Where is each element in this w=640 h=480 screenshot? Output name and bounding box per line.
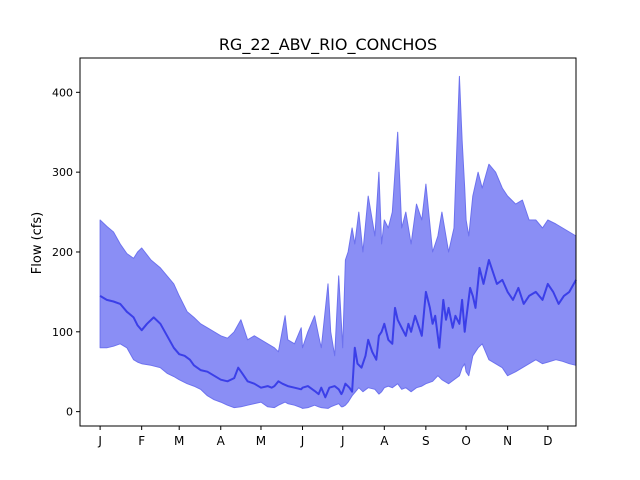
x-tick-label: J (97, 434, 102, 448)
axes: 0 100 200 300 400 J F M A M J J A S O N D (52, 86, 552, 448)
y-tick-label: 200 (52, 246, 73, 259)
x-tick-label: A (380, 434, 389, 448)
y-axis-label: Flow (cfs) (30, 212, 45, 274)
y-tick-label: 400 (52, 86, 73, 99)
y-tick-label: 100 (52, 326, 73, 339)
x-tick-label: A (217, 434, 226, 448)
x-tick-label: N (503, 434, 512, 448)
plot-frame (79, 57, 577, 427)
flow-range-band (99, 75, 577, 409)
median-flow-line (99, 259, 577, 399)
plot-area (99, 75, 577, 409)
x-tick-label: S (422, 434, 430, 448)
chart-title: RG_22_ABV_RIO_CONCHOS (219, 35, 437, 55)
x-tick-label: O (461, 434, 470, 448)
x-tick-label: M (174, 434, 184, 448)
y-tick-label: 0 (66, 406, 73, 419)
x-tick-label: J (340, 434, 345, 448)
x-tick-label: J (300, 434, 305, 448)
x-tick-label: M (256, 434, 266, 448)
y-tick-label: 300 (52, 166, 73, 179)
x-tick-label: D (543, 434, 552, 448)
x-tick-label: F (138, 434, 145, 448)
